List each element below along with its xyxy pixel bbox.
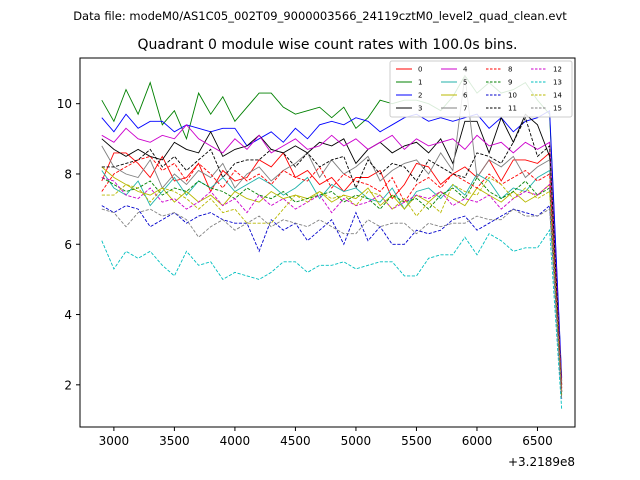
legend-label: 9 (508, 79, 512, 87)
legend-label: 0 (418, 66, 422, 74)
x-tick-label: 3000 (99, 434, 130, 448)
series-line-11 (101, 116, 563, 392)
series-line-12 (101, 177, 563, 392)
y-tick-label: 4 (64, 308, 72, 322)
x-offset-label: +3.2189e8 (508, 455, 575, 469)
y-tick-label: 10 (57, 97, 72, 111)
legend-label: 2 (418, 92, 422, 100)
x-tick-label: 3500 (159, 434, 190, 448)
legend-label: 8 (508, 66, 512, 74)
series-line-7 (101, 75, 563, 385)
legend-entry-3: 3 (396, 105, 422, 113)
legend-label: 3 (418, 105, 422, 113)
x-tick-label: 6000 (462, 434, 493, 448)
y-tick-label: 2 (64, 378, 72, 392)
series-line-6 (101, 166, 563, 392)
legend-entry-4: 4 (441, 66, 468, 74)
series-line-15 (101, 208, 563, 399)
series-line-14 (101, 176, 563, 396)
legend-entry-6: 6 (441, 92, 468, 100)
legend-entry-2: 2 (396, 92, 422, 100)
series-line-13 (101, 228, 563, 410)
x-axis: 3000 3500 4000 4500 5000 5500 6000 6500 (99, 427, 553, 448)
legend-entry-9: 9 (486, 79, 512, 87)
plot-lines (101, 74, 563, 410)
suptitle: Data file: modeM0/AS1C05_002T09_90000035… (73, 9, 567, 23)
legend-entry-10: 10 (486, 92, 517, 100)
series-line-3 (101, 113, 563, 385)
legend-entry-15: 15 (531, 105, 562, 113)
legend-entry-12: 12 (531, 66, 562, 74)
y-tick-label: 6 (64, 238, 72, 252)
legend-label: 5 (463, 79, 467, 87)
legend-label: 15 (553, 105, 562, 113)
series-line-2 (101, 109, 563, 378)
legend-label: 4 (463, 66, 468, 74)
legend-entry-11: 11 (486, 105, 517, 113)
legend-entry-1: 1 (396, 79, 422, 87)
x-tick-label: 5000 (341, 434, 372, 448)
legend-entry-14: 14 (531, 92, 562, 100)
x-tick-label: 5500 (401, 434, 432, 448)
series-line-8 (101, 155, 563, 389)
chart-title: Quadrant 0 module wise count rates with … (138, 37, 518, 53)
y-axis: 2 4 6 8 10 (57, 97, 80, 392)
legend-label: 11 (508, 105, 517, 113)
y-tick-label: 8 (64, 167, 72, 181)
legend-label: 7 (463, 105, 467, 113)
legend-entry-7: 7 (441, 105, 467, 113)
legend-entry-8: 8 (486, 66, 512, 74)
legend-entry-13: 13 (531, 79, 562, 87)
legend-entry-5: 5 (441, 79, 467, 87)
axes-frame (79, 57, 576, 428)
legend-label: 12 (553, 66, 562, 74)
series-line-5 (101, 169, 563, 392)
legend-label: 14 (553, 92, 562, 100)
series-line-10 (101, 204, 563, 399)
legend-label: 10 (508, 92, 517, 100)
series-line-9 (101, 176, 563, 396)
legend-label: 1 (418, 79, 422, 87)
x-tick-label: 6500 (522, 434, 553, 448)
x-tick-label: 4000 (220, 434, 251, 448)
legend-box (389, 60, 573, 118)
legend-label: 13 (553, 79, 562, 87)
x-tick-label: 4500 (280, 434, 311, 448)
series-line-4 (101, 124, 563, 385)
legend-entry-0: 0 (396, 66, 422, 74)
legend-label: 6 (463, 92, 468, 100)
